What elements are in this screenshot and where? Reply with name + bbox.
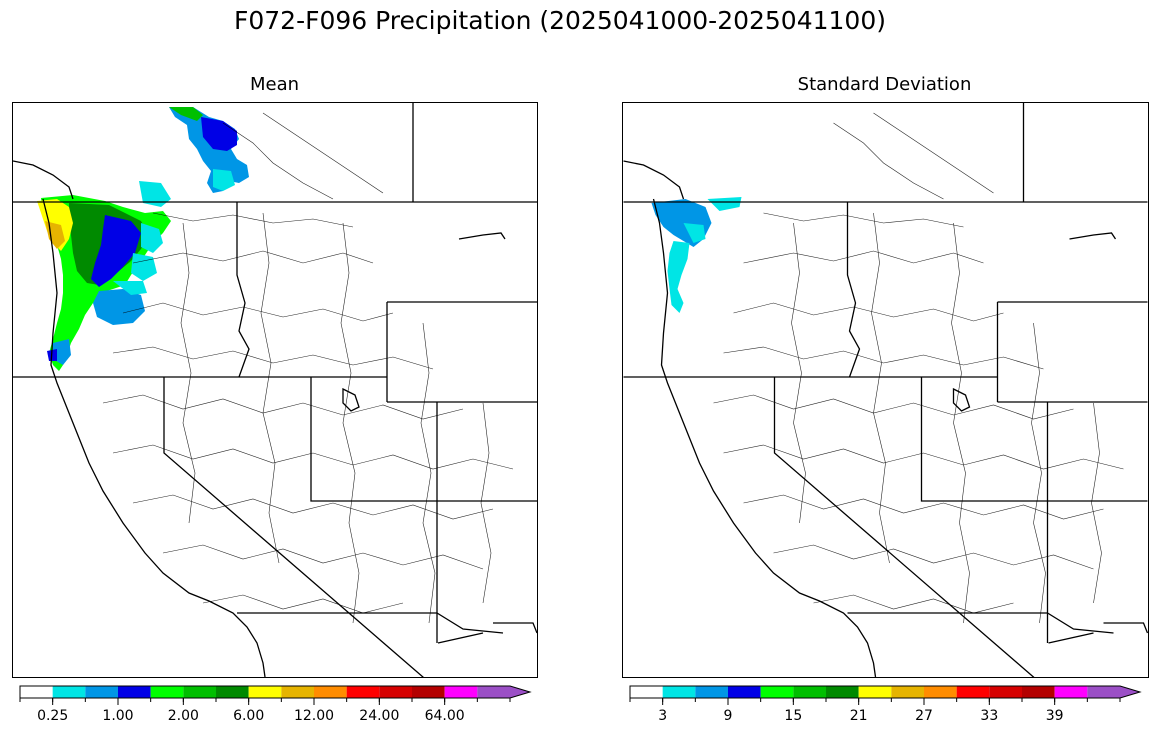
stddev-panel-title: Standard Deviation (797, 74, 972, 95)
mean-boundaries (13, 103, 537, 677)
mean-colorbar-swatch (314, 686, 347, 698)
mean-colorbar-tick-label: 2.00 (168, 708, 199, 724)
bc-green-shading (169, 107, 203, 121)
olympic-cyan-stddev (707, 197, 742, 211)
stddev-colorbar-tick-label: 9 (724, 708, 733, 724)
mean-colorbar-swatch (477, 686, 530, 698)
figure-title: F072-F096 Precipitation (2025041000-2025… (233, 6, 886, 35)
cascades-shading (93, 289, 145, 325)
mean-colorbar-swatch (346, 686, 380, 698)
stddev-colorbar-swatch (1054, 686, 1088, 698)
mean-colorbar-swatch (150, 686, 184, 698)
stddev-colorbar-tick-label: 33 (980, 708, 998, 724)
mean-panel-title: Mean (249, 74, 300, 95)
stddev-boundaries (623, 103, 1148, 677)
bc-cyan-shading (213, 169, 235, 191)
stddev-colorbar-swatch (760, 686, 794, 698)
cascade-cyan-2 (139, 181, 171, 207)
mean-precip-shading (37, 107, 249, 371)
stddev-colorbar-tick-label: 15 (784, 708, 802, 724)
mean-colorbar-swatch (379, 686, 412, 698)
cascade-cyan-4 (113, 281, 147, 295)
stddev-precip-shading (651, 197, 742, 313)
stddev-colorbar-tick-label: 21 (850, 708, 868, 724)
mean-colorbar-swatch (20, 686, 53, 698)
stddev-colorbar-swatch (793, 686, 826, 698)
stddev-colorbar-swatch (989, 686, 1022, 698)
cascade-cyan-1 (141, 223, 163, 253)
stddev-colorbar-outline (629, 685, 1142, 699)
mean-colorbar-swatch (412, 686, 445, 698)
oregon-coast-stddev (667, 241, 690, 313)
mean-colorbar-swatch (444, 686, 478, 698)
mean-colorbar-swatch (183, 686, 216, 698)
stddev-map (622, 102, 1149, 678)
stddev-colorbar: 3 9 15 21 27 33 39 (629, 685, 1142, 736)
stddev-map-svg (623, 103, 1148, 677)
stddev-colorbar-tick-label: 3 (658, 708, 667, 724)
mean-colorbar-swatch (118, 686, 151, 698)
mean-colorbar-tick-label: 12.00 (294, 708, 334, 724)
mean-colorbar-swatch (248, 686, 282, 698)
stddev-colorbar-swatch (1022, 686, 1055, 698)
stddev-colorbar-swatch (695, 686, 728, 698)
mean-basin-lines (102, 112, 514, 624)
stddev-colorbar-svg: 3 9 15 21 27 33 39 (629, 685, 1142, 724)
stddev-colorbar-swatch (858, 686, 892, 698)
bc-blue-shading (201, 117, 237, 151)
mean-colorbar-tick-label: 1.00 (102, 708, 133, 724)
stddev-colorbar-swatch (630, 686, 663, 698)
mean-colorbar-tick-label: 6.00 (233, 708, 264, 724)
stddev-colorbar-swatch (1087, 686, 1140, 698)
mean-map-svg (13, 103, 537, 677)
sw-oregon-shading (53, 339, 71, 365)
stddev-colorbar-tick-label: 39 (1046, 708, 1064, 724)
stddev-colorbar-swatch (826, 686, 859, 698)
stddev-colorbar-swatch (728, 686, 761, 698)
stddev-colorbar-swatch (662, 686, 696, 698)
mean-colorbar-tick-label: 24.00 (359, 708, 399, 724)
mean-colorbar-swatch (85, 686, 118, 698)
stddev-colorbar-swatch (891, 686, 924, 698)
stddev-colorbar-swatch (924, 686, 957, 698)
wa-cyan-stddev (683, 223, 706, 243)
cascade-cyan-3 (131, 253, 157, 281)
mean-colorbar-outline (19, 685, 532, 699)
stddev-colorbar-swatch (956, 686, 990, 698)
mean-colorbar-svg: 0.25 1.00 2.00 6.00 12.00 24.00 64.00 (19, 685, 532, 724)
puget-sound-shading (91, 215, 141, 287)
mean-colorbar-swatch (52, 686, 86, 698)
mean-colorbar-swatch (216, 686, 249, 698)
stddev-basin-lines (713, 112, 1124, 624)
mean-colorbar: 0.25 1.00 2.00 6.00 12.00 24.00 64.00 (19, 685, 532, 736)
mean-colorbar-swatch (281, 686, 314, 698)
mean-colorbar-tick-label: 64.00 (425, 708, 465, 724)
stddev-colorbar-tick-label: 27 (915, 708, 933, 724)
mean-map (12, 102, 538, 678)
mean-colorbar-tick-label: 0.25 (37, 708, 68, 724)
